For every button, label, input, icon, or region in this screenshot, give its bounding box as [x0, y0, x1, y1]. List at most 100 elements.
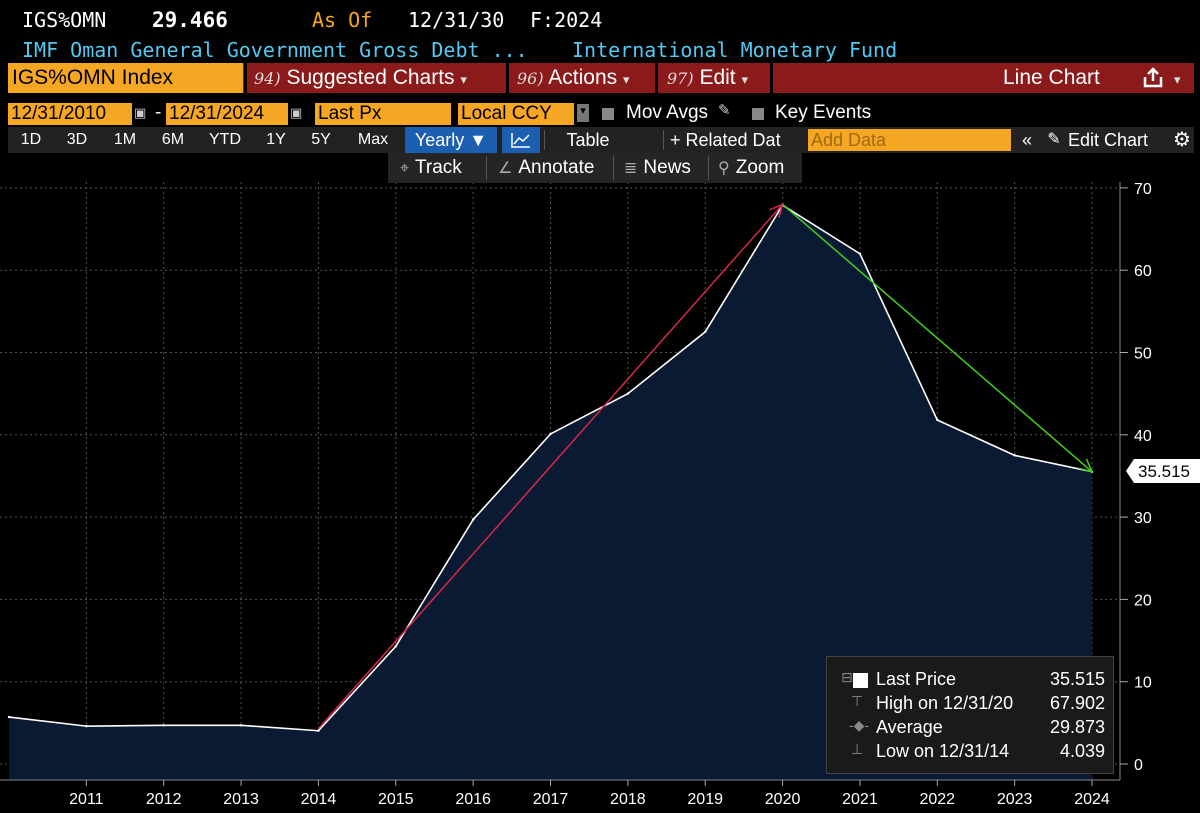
annotate-button[interactable]: ∠ Annotate — [498, 153, 594, 183]
collapse-icon[interactable]: « — [1021, 130, 1032, 150]
series-segment — [627, 331, 706, 395]
data-point — [85, 724, 88, 728]
gear-icon[interactable]: ⚙ — [1173, 129, 1191, 151]
period-6m[interactable]: 6M — [161, 131, 185, 148]
description-row: IMF Oman General Government Gross Debt .… — [22, 38, 897, 62]
period-yearly-select[interactable]: Yearly ▼ — [405, 127, 497, 153]
series-segment — [782, 204, 861, 255]
share-icon[interactable] — [1140, 63, 1170, 93]
data-point — [858, 252, 862, 255]
period-1y[interactable]: 1Y — [266, 131, 286, 148]
y-tick-label: 40 — [1134, 428, 1152, 445]
key-events-checkbox[interactable] — [752, 108, 764, 120]
x-tick-label: 2013 — [223, 791, 259, 808]
zoom-icon: ⚲ — [718, 160, 730, 177]
actions-number: 96) — [517, 69, 544, 88]
security-header: IGS%OMN 29.466 As Of 12/31/30 F:2024 — [22, 8, 602, 36]
toolbar-divider — [244, 63, 247, 93]
annotate-label: Annotate — [518, 157, 595, 178]
suggested-charts-button[interactable]: 94) Suggested Charts ▾ — [254, 63, 467, 93]
area-fill — [9, 205, 1092, 781]
chart-area — [7, 203, 1094, 781]
main-toolbar: IGS%OMN Index 94) Suggested Charts ▾ 96)… — [8, 63, 1194, 93]
mov-avgs-label: Mov Avgs — [626, 102, 709, 123]
series-segment — [86, 724, 164, 727]
period-ytd[interactable]: YTD — [209, 131, 241, 148]
last-price-swatch — [853, 673, 868, 688]
suggested-charts-label: Suggested Charts — [286, 66, 455, 89]
chart-type-label[interactable]: Line Chart — [1003, 66, 1100, 89]
toolbar-divider — [506, 63, 509, 93]
zoom-label: Zoom — [735, 157, 785, 178]
x-tick-label: 2015 — [378, 791, 414, 808]
data-point — [549, 432, 552, 436]
frequency-label: F:2024 — [530, 8, 603, 32]
ticker-input[interactable]: IGS%OMN Index — [8, 63, 243, 93]
downtrend-line[interactable] — [782, 203, 1093, 473]
collapse-box-icon: ⊟ — [841, 669, 853, 685]
data-point — [162, 724, 165, 727]
mov-avgs-checkbox[interactable] — [602, 108, 614, 120]
chart-legend[interactable]: ⊟ Last Price 35.515 ⊤ High on 12/31/20 6… — [826, 656, 1114, 774]
line-graph-icon[interactable] — [502, 127, 540, 153]
track-button[interactable]: ⌖ Track — [400, 153, 462, 183]
as-of-label: As Of — [312, 8, 373, 32]
chevron-down-icon: ▾ — [741, 72, 749, 87]
zoom-button[interactable]: ⚲ Zoom — [718, 153, 784, 183]
period-3d[interactable]: 3D — [66, 131, 88, 148]
news-button[interactable]: ≣ News — [624, 153, 691, 183]
actions-button[interactable]: 96) Actions ▾ — [517, 63, 630, 93]
end-date-input[interactable]: 12/31/2024 — [166, 103, 288, 125]
data-point — [704, 330, 707, 334]
legend-last-price-label: Last Price — [876, 669, 957, 689]
last-price-marker: 35.515 — [1126, 459, 1200, 483]
pencil-icon[interactable]: ✎ — [718, 102, 731, 119]
as-of-date: 12/31/30 — [408, 8, 505, 32]
edit-button[interactable]: 97) Edit ▾ — [667, 63, 748, 93]
data-point — [1013, 454, 1016, 457]
legend-high-label: High on 12/31/20 — [876, 693, 1014, 713]
calendar-icon[interactable]: ▣ — [134, 105, 147, 120]
period-max[interactable]: Max — [357, 131, 389, 148]
start-date-input[interactable]: 12/31/2010 — [8, 103, 132, 125]
period-5y[interactable]: 5Y — [311, 131, 331, 148]
legend-low-label: Low on 12/31/14 — [876, 741, 1010, 761]
track-label: Track — [415, 157, 462, 178]
high-marker-icon: ⊤ — [851, 693, 864, 709]
table-button[interactable]: Table — [566, 130, 610, 150]
uptrend-line[interactable] — [317, 203, 784, 730]
last-price-value: 29.466 — [152, 8, 228, 32]
add-data-input[interactable]: Add Data — [808, 129, 1011, 151]
period-1m[interactable]: 1M — [113, 131, 137, 148]
edit-number: 97) — [667, 69, 694, 88]
period-bar: 1D 3D 1M 6M YTD 1Y 5Y Max Yearly ▼ Table… — [8, 127, 1194, 153]
news-label: News — [643, 157, 691, 178]
series-segment — [8, 716, 87, 727]
y-tick-label: 50 — [1134, 346, 1152, 363]
y-tick-label: 70 — [1134, 181, 1152, 198]
suggested-charts-number: 94) — [254, 69, 281, 88]
x-tick-label: 2024 — [1074, 791, 1110, 808]
period-1d[interactable]: 1D — [20, 131, 42, 148]
data-point — [317, 729, 320, 732]
pencil-icon[interactable]: ✎ — [1047, 131, 1061, 148]
chevron-down-icon[interactable]: ▾ — [577, 104, 589, 122]
edit-chart-button[interactable]: Edit Chart — [1068, 130, 1149, 150]
related-data-button[interactable]: + Related Dat — [670, 130, 781, 150]
data-point — [7, 715, 11, 719]
currency-select[interactable]: Local CCY — [458, 103, 574, 125]
data-source: International Monetary Fund — [572, 38, 898, 62]
low-marker-icon: ⊥ — [851, 741, 864, 757]
x-tick-label: 2011 — [69, 791, 104, 808]
series-segment — [704, 204, 784, 333]
legend-average-label: Average — [876, 717, 943, 737]
y-tick-label: 0 — [1134, 757, 1143, 774]
crosshair-icon: ⌖ — [400, 160, 410, 177]
field-select[interactable]: Last Px — [315, 103, 451, 125]
calendar-icon[interactable]: ▣ — [290, 105, 303, 120]
share-menu-chevron-icon[interactable]: ▾ — [1174, 72, 1181, 87]
y-tick-label: 60 — [1134, 263, 1152, 280]
tool-divider — [708, 156, 709, 180]
data-point — [471, 518, 475, 521]
